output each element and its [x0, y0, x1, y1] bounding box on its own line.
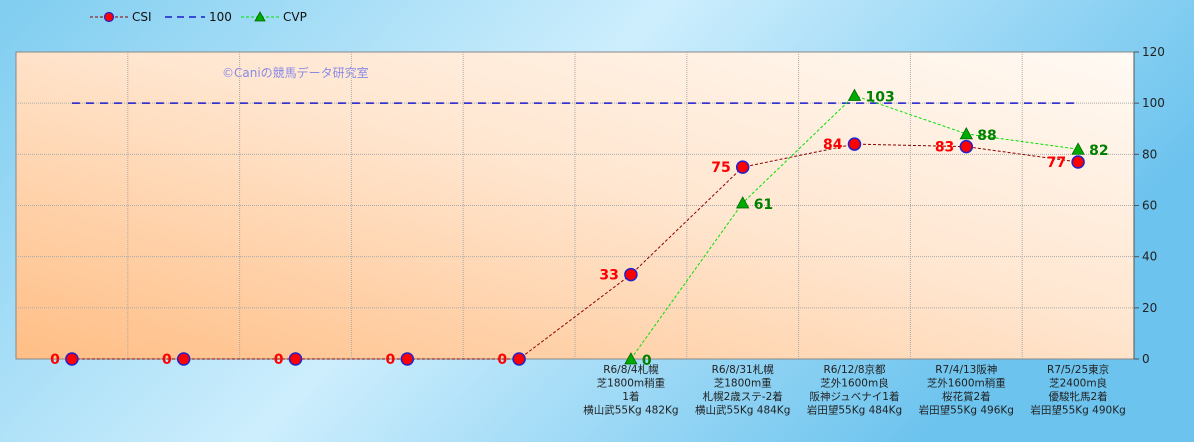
csi-point	[624, 267, 638, 282]
x-category-label: 阪神ジュベナイ1着	[810, 390, 900, 403]
x-category-label: 横山武55Kg 482Kg	[583, 404, 678, 417]
csi-point	[735, 160, 750, 174]
x-category-label: 芝2400m良	[1049, 377, 1107, 390]
x-category-label: 芝外1600m良	[820, 377, 888, 390]
cvp-point	[736, 196, 750, 209]
csi-data-label: 77	[1047, 155, 1066, 171]
legend: CSI 100 CVP	[90, 10, 307, 24]
csi-data-label: 84	[823, 137, 843, 153]
watermark: ©Caniの競馬データ研究室	[222, 65, 369, 80]
legend-cvp-label: CVP	[283, 10, 307, 24]
x-category-label: 岩田望55Kg 490Kg	[1030, 404, 1125, 417]
csi-data-label: 0	[497, 352, 507, 368]
x-category-label: 岩田望55Kg 484Kg	[807, 404, 902, 417]
y-tick-label: 0	[1142, 352, 1150, 366]
csi-data-label: 0	[50, 352, 60, 368]
y-axis: 0 20 40 60 80 100 120	[1133, 45, 1165, 366]
x-category-label: R7/5/25東京	[1047, 363, 1109, 376]
y-tick-label: 100	[1142, 96, 1165, 110]
x-category-label: 横山武55Kg 484Kg	[695, 404, 790, 417]
csi-point	[288, 352, 303, 366]
csi-point	[65, 352, 79, 366]
y-tick-label: 40	[1142, 250, 1157, 264]
cvp-point	[624, 352, 638, 365]
csi-data-label: 75	[711, 160, 730, 176]
x-category-label: R6/8/4札幌	[603, 363, 659, 376]
x-category-label: 優駿牝馬2着	[1049, 390, 1108, 403]
csi-data-label: 33	[599, 268, 618, 284]
y-tick-label: 120	[1142, 45, 1165, 59]
cvp-data-label: 103	[866, 89, 895, 105]
csi-data-label: 0	[162, 352, 172, 368]
cvp-point	[847, 88, 862, 101]
csi-data-label: 0	[274, 352, 284, 368]
cvp-point	[959, 127, 973, 140]
x-category-label: R6/12/8京都	[823, 363, 886, 376]
legend-cvp-marker	[254, 11, 266, 22]
y-tick-label: 80	[1142, 147, 1157, 161]
legend-100-label: 100	[209, 10, 232, 24]
csi-point	[1071, 155, 1085, 169]
series-csi-line	[71, 143, 1079, 360]
cvp-data-label: 0	[642, 353, 652, 369]
csi-data-label: 83	[935, 140, 954, 156]
legend-csi-label: CSI	[132, 10, 152, 24]
csi-data-label: 0	[386, 352, 396, 368]
csi-point	[400, 352, 415, 366]
x-category-label: 1着	[622, 390, 639, 403]
series-layer: 0 0 0 0 0 33 75 84 83 77 0 61 103 88 82	[50, 88, 1109, 369]
x-category-label: 岩田望55Kg 496Kg	[919, 404, 1014, 417]
y-tick-label: 60	[1142, 199, 1157, 213]
x-category-label: R6/8/31札幌	[712, 363, 775, 376]
cvp-data-label: 82	[1089, 143, 1108, 159]
csi-point	[176, 352, 191, 366]
csi-point	[847, 137, 862, 151]
x-category-label: R7/4/13阪神	[935, 363, 997, 376]
x-category-label: 桜花賞2着	[942, 390, 991, 403]
legend-csi-marker	[103, 11, 115, 23]
csi-point	[512, 352, 526, 366]
cvp-data-label: 61	[754, 197, 773, 213]
x-category-label: 芝外1600m稍重	[927, 377, 1006, 390]
x-category-label: 芝1800m重	[714, 377, 772, 390]
csi-point	[959, 139, 974, 154]
x-category-label: 芝1800m稍重	[597, 377, 665, 390]
cvp-data-label: 88	[977, 128, 996, 144]
cvp-point	[1071, 142, 1085, 155]
y-tick-label: 20	[1142, 301, 1157, 315]
x-category-label: 札幌2歳ステ-2着	[703, 390, 783, 403]
